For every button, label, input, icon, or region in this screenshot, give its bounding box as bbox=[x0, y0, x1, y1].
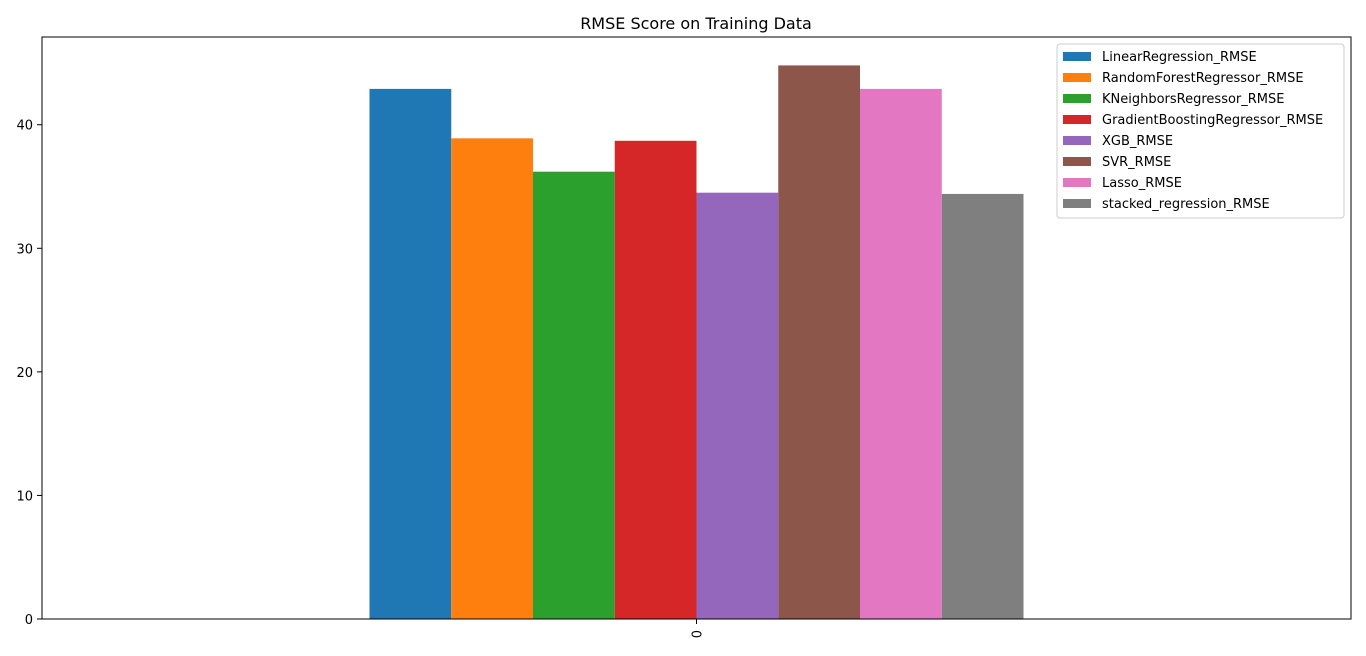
legend-label-lasso-rmse: Lasso_RMSE bbox=[1102, 176, 1182, 191]
legend-swatch-randomforestregressor-rmse bbox=[1063, 73, 1091, 82]
bar-linearregression-rmse bbox=[369, 88, 452, 620]
x-tick-label: 0 bbox=[691, 630, 706, 638]
chart-title: RMSE Score on Training Data bbox=[580, 14, 812, 33]
legend-box bbox=[1056, 43, 1345, 219]
legend-label-randomforestregressor-rmse: RandomForestRegressor_RMSE bbox=[1102, 71, 1304, 86]
bar-stacked-regression-rmse bbox=[941, 193, 1024, 619]
legend-label-gradientboostingregressor-rmse: GradientBoostingRegressor_RMSE bbox=[1102, 113, 1323, 128]
y-tick-label: 40 bbox=[16, 119, 33, 134]
legend-label-xgb-rmse: XGB_RMSE bbox=[1102, 134, 1173, 149]
y-tick-label: 20 bbox=[16, 366, 33, 381]
bar-xgb-rmse bbox=[696, 192, 779, 619]
bar-kneighborsregressor-rmse bbox=[533, 171, 615, 619]
y-tick-label: 10 bbox=[16, 489, 33, 504]
bar-svr-rmse bbox=[778, 65, 860, 619]
legend-swatch-xgb-rmse bbox=[1063, 136, 1091, 145]
legend-label-linearregression-rmse: LinearRegression_RMSE bbox=[1102, 50, 1257, 65]
legend-label-stacked-regression-rmse: stacked_regression_RMSE bbox=[1102, 197, 1270, 212]
x-axis: 0 bbox=[691, 619, 706, 638]
bar-randomforestregressor-rmse bbox=[451, 138, 533, 620]
legend-label-svr-rmse: SVR_RMSE bbox=[1102, 155, 1171, 170]
legend: LinearRegression_RMSE RandomForestRegress… bbox=[1056, 43, 1345, 219]
bars-layer bbox=[369, 65, 1024, 620]
bar-lasso-rmse bbox=[860, 88, 942, 620]
legend-swatch-kneighborsregressor-rmse bbox=[1063, 94, 1091, 103]
legend-swatch-linearregression-rmse bbox=[1063, 52, 1091, 61]
legend-swatch-lasso-rmse bbox=[1063, 178, 1091, 187]
y-tick-label: 30 bbox=[16, 242, 33, 257]
legend-swatch-stacked-regression-rmse bbox=[1063, 199, 1091, 208]
y-axis: 0 10 20 30 40 bbox=[16, 119, 42, 628]
bar-gradientboostingregressor-rmse bbox=[614, 140, 697, 619]
legend-label-kneighborsregressor-rmse: KNeighborsRegressor_RMSE bbox=[1102, 92, 1285, 107]
legend-swatch-gradientboostingregressor-rmse bbox=[1063, 115, 1091, 124]
y-tick-label: 0 bbox=[25, 613, 33, 628]
legend-swatch-svr-rmse bbox=[1063, 157, 1091, 166]
